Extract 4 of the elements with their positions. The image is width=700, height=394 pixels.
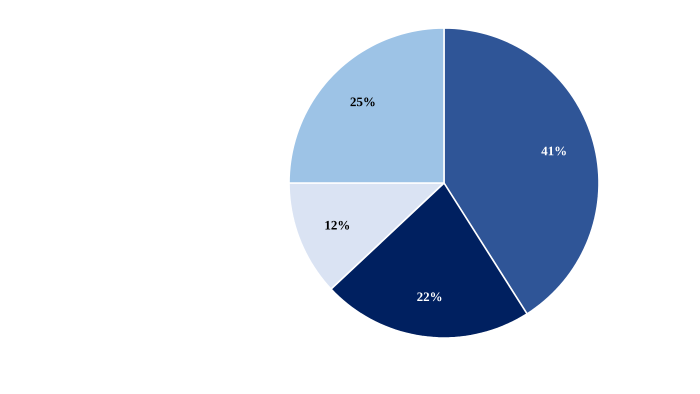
data-label: 41%	[541, 146, 566, 156]
data-label: 12%	[325, 220, 350, 230]
data-label: 22%	[417, 292, 442, 302]
data-label: 25%	[350, 98, 375, 106]
